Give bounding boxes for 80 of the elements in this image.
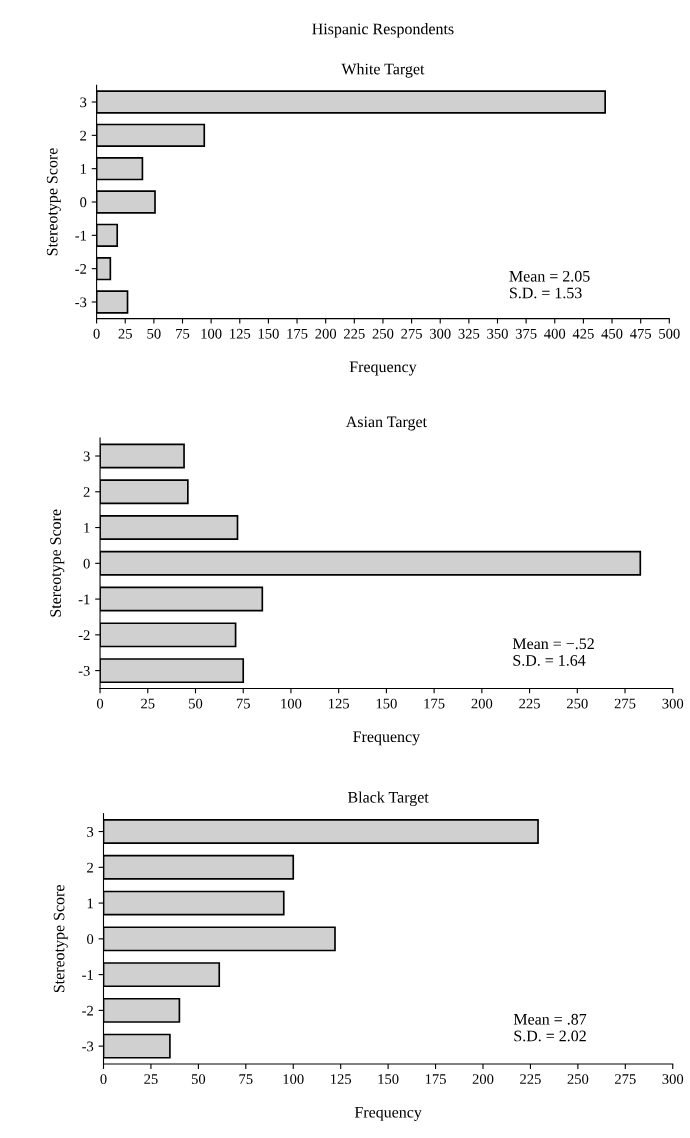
x-tick-label: 500 (659, 328, 680, 339)
x-tick-label: 50 (189, 698, 203, 709)
x-tick-label: 150 (378, 1074, 399, 1085)
x-tick-label: 275 (615, 1074, 636, 1085)
x-tick-label: 325 (458, 328, 480, 339)
chart-title: Asian Target (345, 416, 427, 431)
y-tick-label: -2 (78, 630, 90, 640)
y-tick-label: 1 (87, 898, 93, 909)
x-tick-label: 0 (96, 698, 104, 709)
x-tick-label: 50 (191, 1074, 206, 1085)
x-tick-label: 75 (176, 328, 190, 339)
x-tick-label: 225 (344, 328, 365, 339)
x-tick-label: 125 (230, 328, 251, 339)
annotation: Mean = −.52 S.D. = 1.64 (512, 638, 594, 666)
x-tick-label: 150 (258, 328, 279, 339)
x-tick-label: 475 (630, 328, 652, 339)
y-tick-label: 1 (84, 522, 90, 533)
x-tick-label: 250 (567, 1074, 589, 1085)
x-axis-title: Frequency (353, 731, 421, 746)
chart-title: Black Target (347, 791, 429, 807)
x-tick-label: 275 (614, 698, 636, 709)
annotation: Mean = .87 S.D. = 2.02 (513, 1013, 587, 1042)
x-tick-label: 375 (515, 328, 537, 339)
x-tick-label: 150 (376, 698, 397, 709)
y-tick-label: -2 (82, 1005, 93, 1016)
y-tick-label: 3 (87, 826, 94, 837)
x-tick-label: 0 (100, 1074, 107, 1085)
x-tick-label: 250 (372, 328, 394, 339)
x-tick-label: 75 (239, 1074, 253, 1085)
x-tick-label: 275 (401, 328, 422, 339)
x-tick-label: 250 (567, 698, 588, 709)
x-tick-label: 25 (141, 698, 155, 709)
x-tick-label: 125 (329, 698, 350, 709)
y-axis-title: Stereotype Score (53, 885, 68, 993)
x-tick-label: 425 (572, 328, 594, 339)
y-tick-label: -3 (82, 1041, 94, 1052)
y-tick-label: 0 (87, 934, 94, 945)
y-tick-label: 2 (83, 487, 90, 497)
y-tick-label: -3 (75, 297, 87, 308)
y-tick-label: -1 (78, 594, 90, 605)
annotation: Mean = 2.05 S.D. = 1.53 (509, 270, 590, 299)
y-tick-label: -1 (82, 970, 93, 980)
x-tick-label: 300 (429, 328, 451, 339)
x-axis-title: Frequency (349, 361, 417, 376)
x-tick-label: 200 (471, 698, 493, 709)
x-tick-label: 175 (425, 1074, 446, 1085)
y-tick-label: 2 (87, 862, 93, 873)
x-tick-label: 300 (662, 698, 684, 709)
x-tick-label: 350 (487, 328, 508, 339)
x-tick-label: 100 (281, 698, 302, 709)
x-tick-label: 25 (118, 328, 132, 339)
y-tick-label: -1 (75, 230, 86, 241)
x-tick-label: 100 (283, 1074, 304, 1085)
chart-title: Hispanic Respondents (312, 23, 454, 38)
x-tick-label: 200 (315, 328, 337, 339)
x-tick-label: 225 (519, 698, 540, 709)
x-tick-label: 200 (472, 1074, 494, 1085)
x-tick-label: 100 (201, 328, 222, 339)
x-tick-label: 175 (287, 328, 308, 339)
y-tick-label: 0 (80, 197, 87, 208)
y-tick-label: -2 (75, 264, 87, 274)
x-tick-label: 175 (424, 698, 445, 709)
x-tick-label: 225 (520, 1074, 541, 1085)
y-tick-label: 3 (83, 451, 90, 462)
x-tick-label: 50 (147, 328, 161, 339)
x-tick-label: 125 (331, 1074, 352, 1085)
x-tick-label: 400 (544, 328, 566, 339)
chart-subtitle: White Target (341, 63, 425, 78)
x-tick-label: 450 (601, 328, 623, 339)
x-tick-label: 75 (236, 698, 250, 709)
y-tick-label: -3 (78, 666, 90, 676)
y-axis-title: Stereotype Score (50, 509, 65, 617)
y-tick-label: 3 (80, 97, 87, 108)
x-axis-title: Frequency (354, 1107, 422, 1121)
x-tick-label: 25 (144, 1074, 158, 1085)
y-axis-title: Stereotype Score (46, 148, 61, 256)
x-tick-label: 300 (662, 1074, 684, 1085)
y-tick-label: 2 (80, 130, 87, 141)
y-tick-label: 0 (83, 558, 90, 569)
y-tick-label: 1 (80, 164, 86, 174)
